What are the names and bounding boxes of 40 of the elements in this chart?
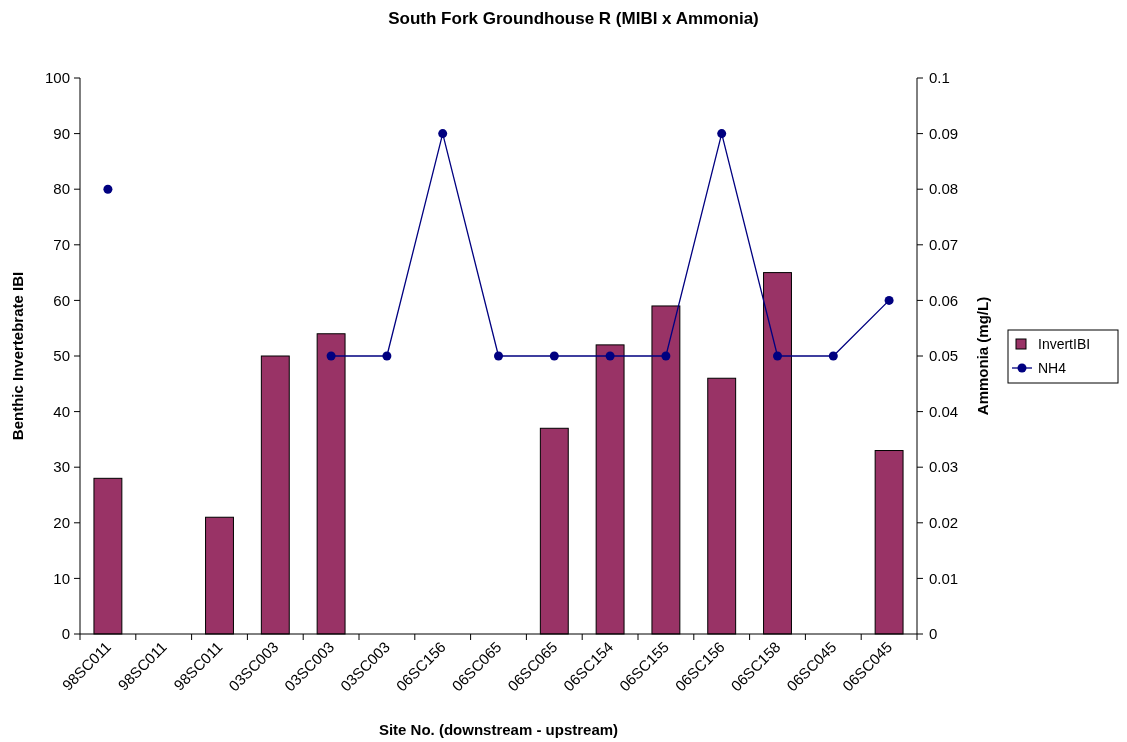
y2-tick-label: 0.01 (929, 569, 959, 587)
y2-axis-title: Ammonia (mg/L) (974, 296, 991, 416)
point (828, 351, 838, 361)
y2-tick-label: 0.1 (929, 69, 950, 87)
y-tick-label: 0 (61, 625, 70, 643)
point (661, 351, 671, 361)
chart-title: South Fork Groundhouse R (MIBI x Ammonia) (388, 9, 759, 28)
legend-label: NH4 (1038, 359, 1067, 376)
y2-tick-label: 0.05 (929, 347, 959, 365)
legend-label: InvertIBI (1038, 335, 1091, 352)
y-tick-label: 20 (53, 514, 70, 532)
point (549, 351, 559, 361)
point (605, 351, 615, 361)
y2-tick-label: 0.04 (929, 402, 959, 420)
y2-tick-label: 0 (929, 625, 938, 643)
y2-tick-label: 0.09 (929, 124, 959, 142)
y-tick-label: 10 (53, 569, 70, 587)
point (717, 129, 727, 139)
point (884, 295, 894, 305)
y2-tick-label: 0.06 (929, 291, 959, 309)
y-tick-label: 60 (53, 291, 70, 309)
y-tick-label: 30 (53, 458, 70, 476)
y-tick-label: 40 (53, 402, 70, 420)
y-tick-label: 50 (53, 347, 70, 365)
point (494, 351, 503, 361)
y2-tick-label: 0.03 (929, 458, 959, 476)
point (382, 351, 392, 361)
y2-tick-label: 0.07 (929, 236, 959, 254)
point (326, 351, 336, 361)
point (773, 351, 782, 361)
y2-tick-label: 0.08 (929, 180, 959, 198)
y-tick-label: 100 (44, 69, 70, 87)
y-tick-label: 70 (53, 236, 70, 254)
point (438, 129, 448, 139)
y2-tick-label: 0.02 (929, 514, 959, 532)
y-axis-title: Benthic Invertebrate IBI (9, 271, 26, 441)
point (103, 184, 113, 194)
x-axis-title: Site No. (downstream - upstream) (378, 721, 619, 738)
y-tick-label: 90 (53, 124, 70, 142)
y-tick-label: 80 (53, 180, 70, 198)
